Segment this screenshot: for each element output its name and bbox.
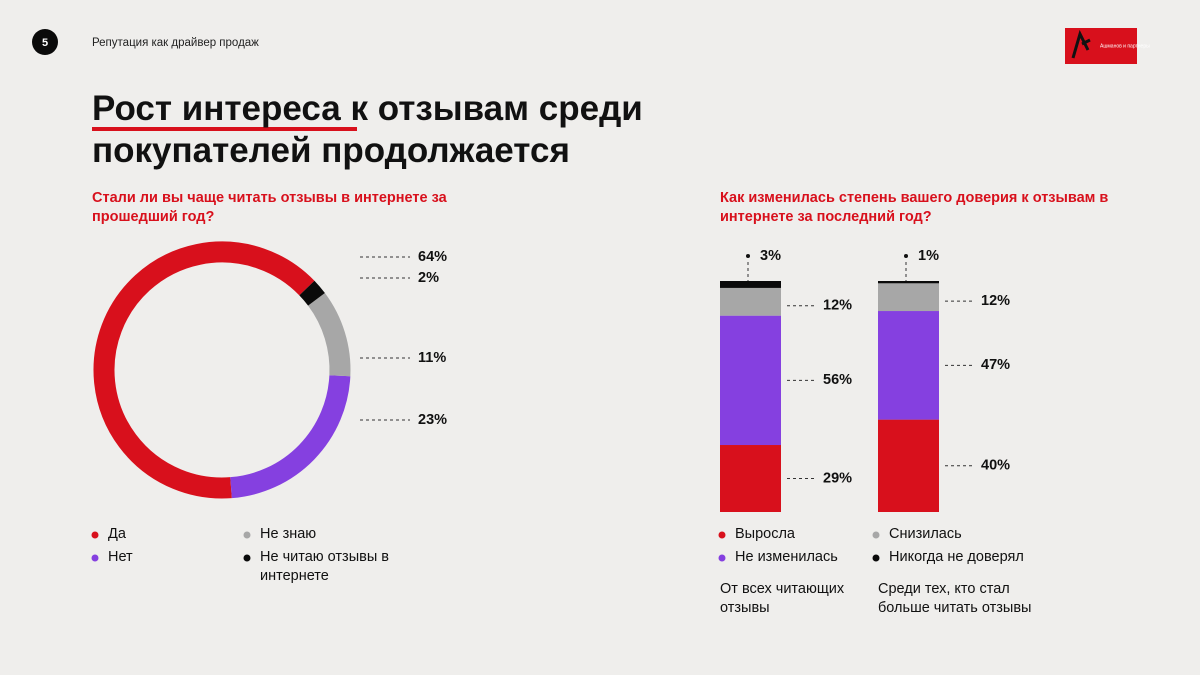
legend-label: Снизилась: [889, 526, 962, 542]
value-label: 11%: [418, 350, 446, 366]
donut-slice: [307, 293, 351, 377]
question: Как изменилась степень вашего доверия к …: [720, 190, 1109, 225]
bar-segment: [878, 281, 939, 284]
legend-marker: [243, 554, 251, 562]
value-label: 29%: [823, 470, 852, 486]
bar-segment: [720, 315, 781, 446]
page-number: 5: [42, 37, 48, 49]
legend-marker: [243, 531, 251, 539]
bar-segment: [878, 311, 939, 420]
legend-marker: [872, 531, 880, 539]
legend-marker: [91, 531, 99, 539]
legend-marker: [718, 531, 726, 539]
donut-slice: [230, 375, 351, 499]
legend-marker: [872, 554, 880, 562]
value-label: 12%: [823, 298, 852, 314]
value-label: 47%: [981, 357, 1010, 373]
donut-slice: [93, 241, 315, 499]
bar-segment: [878, 419, 939, 512]
bar-segment: [720, 287, 781, 316]
legend-marker: [718, 554, 726, 562]
logo-mark: [1071, 29, 1091, 59]
bar-segment: [720, 445, 781, 512]
value-label: 2%: [418, 270, 439, 286]
slide-title: Рост интереса к отзывам среди покупателе…: [92, 89, 643, 170]
bar-segment: [878, 283, 939, 312]
category-label: Среди тех, кто стал больше читать отзывы: [878, 581, 1032, 616]
legend-marker: [91, 554, 99, 562]
value-label: 1%: [918, 248, 939, 264]
legend-label: Не читаю отзывы в интернете: [260, 549, 389, 584]
bar-segment: [720, 281, 781, 288]
title-underline: [92, 127, 357, 131]
leader-dot: [904, 254, 908, 258]
leader-dot: [746, 254, 750, 258]
section-name: Репутация как драйвер продаж: [92, 37, 259, 49]
legend-label: Не знаю: [260, 526, 317, 542]
donut-slice: [299, 280, 325, 306]
page-badge: [32, 29, 58, 55]
logo-text: Ашманов и партнеры: [1100, 43, 1150, 49]
legend-label: Никогда не доверял: [889, 549, 1024, 565]
value-label: 56%: [823, 372, 852, 388]
legend-label: Выросла: [735, 526, 795, 542]
value-label: 40%: [981, 458, 1010, 474]
legend-label: Нет: [108, 549, 133, 565]
legend-label: Не изменилась: [735, 549, 838, 565]
legend-label: Да: [108, 526, 126, 542]
value-label: 64%: [418, 249, 447, 265]
value-label: 23%: [418, 412, 447, 428]
category-label: От всех читающих отзывы: [720, 581, 845, 616]
value-label: 12%: [981, 293, 1010, 309]
value-label: 3%: [760, 248, 781, 264]
question: Стали ли вы чаще читать отзывы в интерне…: [92, 190, 447, 225]
